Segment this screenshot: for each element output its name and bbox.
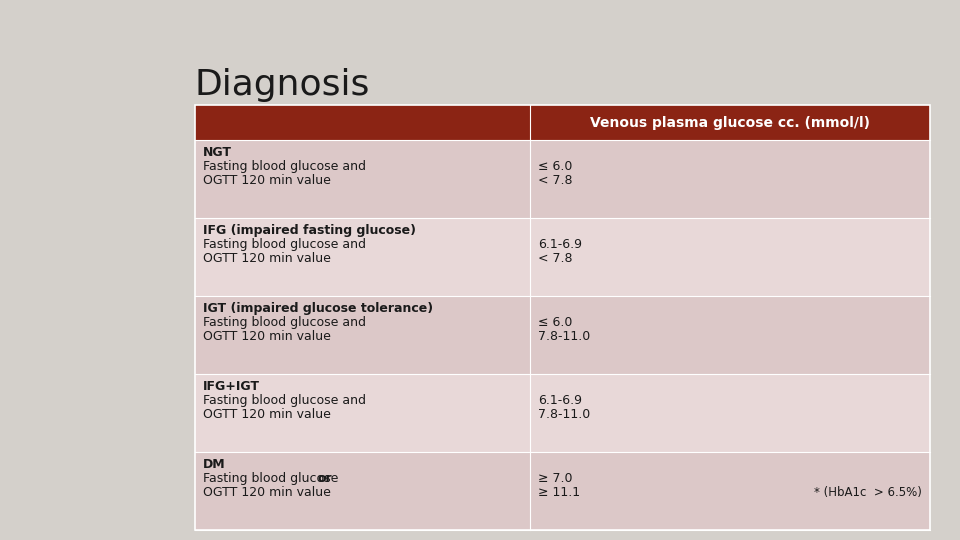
Text: < 7.8: < 7.8 [538,252,572,265]
Text: Fasting blood glucose and: Fasting blood glucose and [203,160,366,173]
Text: Diagnosis: Diagnosis [195,68,371,102]
Text: ≤ 6.0: ≤ 6.0 [538,316,572,329]
Text: OGTT 120 min value: OGTT 120 min value [203,330,331,343]
Text: 7.8-11.0: 7.8-11.0 [538,408,590,421]
Text: or: or [318,472,332,485]
Text: OGTT 120 min value: OGTT 120 min value [203,174,331,187]
Text: ≤ 6.0: ≤ 6.0 [538,160,572,173]
Text: < 7.8: < 7.8 [538,174,572,187]
Text: OGTT 120 min value: OGTT 120 min value [203,408,331,421]
Text: Venous plasma glucose cc. (mmol/l): Venous plasma glucose cc. (mmol/l) [590,116,870,130]
Bar [195,296,930,374]
Text: ≥ 11.1: ≥ 11.1 [538,486,580,499]
Bar [195,218,930,296]
Text: IGT (impaired glucose tolerance): IGT (impaired glucose tolerance) [203,302,433,315]
Text: Fasting blood glucose and: Fasting blood glucose and [203,238,366,251]
Text: IFG (impaired fasting glucose): IFG (impaired fasting glucose) [203,224,416,237]
Text: 6.1-6.9: 6.1-6.9 [538,238,582,251]
Bar [195,140,930,218]
Bar [195,374,930,452]
Text: Fasting blood glucose and: Fasting blood glucose and [203,316,366,329]
Text: OGTT 120 min value: OGTT 120 min value [203,252,331,265]
Bar [195,105,930,530]
Text: Fasting blood glucose: Fasting blood glucose [203,472,343,485]
Text: DM: DM [203,458,226,471]
Text: NGT: NGT [203,146,232,159]
Text: 6.1-6.9: 6.1-6.9 [538,394,582,407]
Text: ≥ 7.0: ≥ 7.0 [538,472,572,485]
Text: IFG+IGT: IFG+IGT [203,380,260,393]
Bar [195,452,930,530]
Bar [195,105,930,140]
Text: Fasting blood glucose and: Fasting blood glucose and [203,394,366,407]
Text: * (HbA1c  > 6.5%): * (HbA1c > 6.5%) [814,486,922,499]
Text: OGTT 120 min value: OGTT 120 min value [203,486,331,499]
Text: 7.8-11.0: 7.8-11.0 [538,330,590,343]
